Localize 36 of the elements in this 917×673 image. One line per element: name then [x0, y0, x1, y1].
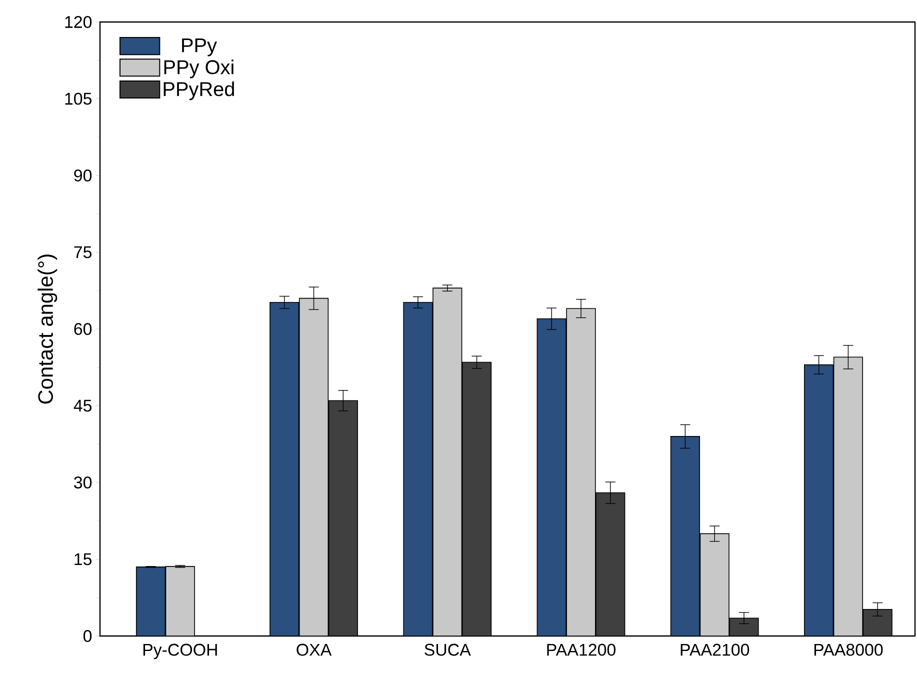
- y-tick-label: 60: [74, 323, 92, 335]
- legend-label: PPyRed: [164, 82, 234, 100]
- bar: [833, 356, 863, 636]
- x-tick-label: SUCA: [424, 644, 471, 656]
- legend-label: PPy Oxi: [164, 60, 234, 78]
- bar: [136, 566, 166, 636]
- y-tick-label: 15: [74, 553, 92, 566]
- bar: [729, 618, 759, 636]
- bar: [165, 566, 195, 636]
- bar: [404, 302, 432, 636]
- y-tick-label: 45: [74, 400, 92, 412]
- x-tick-label: PAA8000: [814, 644, 883, 656]
- x-tick-label: PAA2100: [680, 644, 750, 656]
- y-tick-label: 90: [74, 169, 92, 182]
- y-tick-label: 75: [74, 246, 92, 258]
- x-tick-label: OXA: [296, 644, 332, 656]
- y-tick-label: 30: [74, 476, 92, 488]
- bar: [536, 318, 566, 636]
- bar: [298, 298, 329, 636]
- bar: [700, 533, 730, 636]
- bar: [804, 364, 834, 636]
- y-tick-label: 120: [65, 16, 92, 28]
- bar: [566, 308, 596, 636]
- bar: [670, 436, 700, 636]
- y-axis-title: Contact angle(°): [38, 254, 58, 404]
- y-tick-label: 0: [83, 630, 92, 642]
- bar: [862, 608, 892, 636]
- x-tick-label: PAA1200: [547, 644, 616, 656]
- x-tick-label: Py-COOH: [143, 644, 217, 660]
- y-tick-label: 105: [65, 92, 92, 105]
- bar: [328, 400, 358, 636]
- bar: [462, 362, 492, 636]
- bar: [432, 288, 462, 636]
- bar: [596, 492, 626, 636]
- bar: [270, 302, 300, 636]
- legend-label: PPy: [182, 38, 217, 56]
